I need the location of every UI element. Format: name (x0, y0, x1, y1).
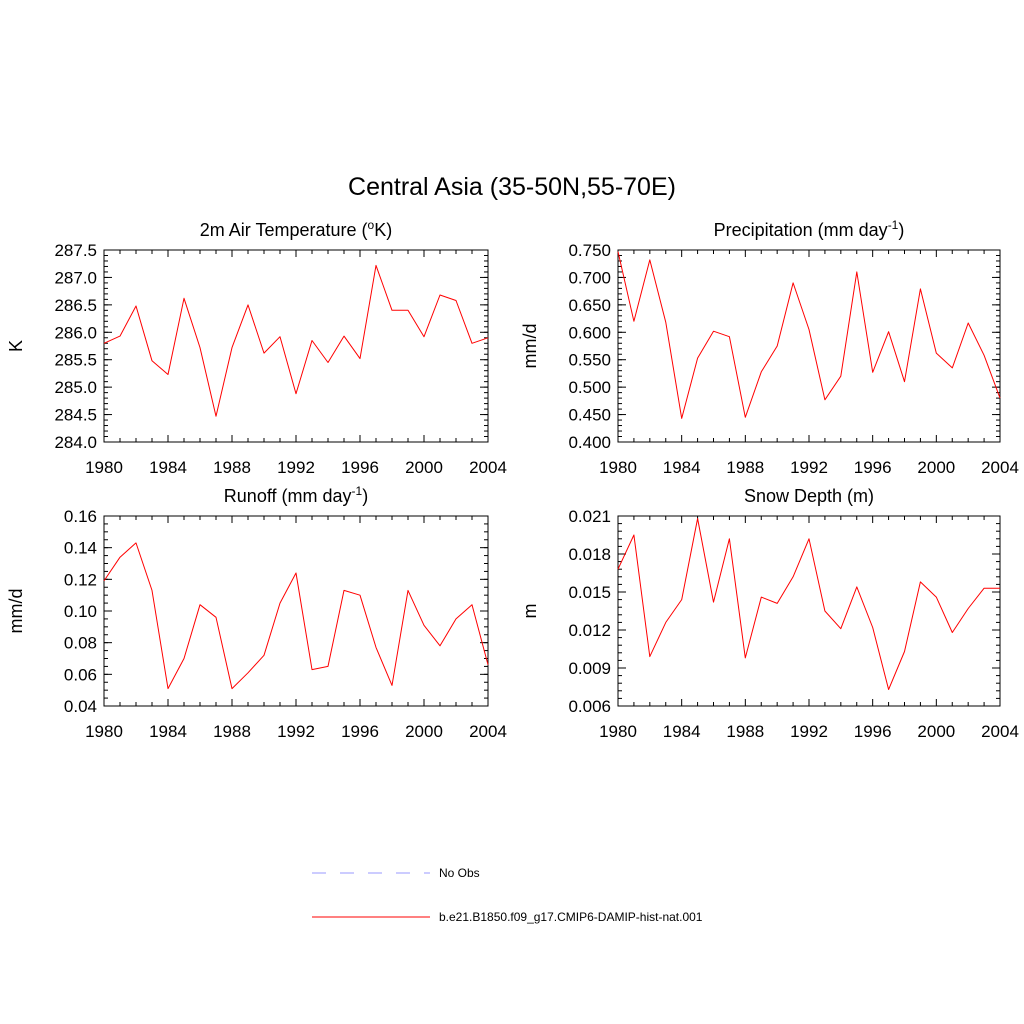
x-tick-label: 1980 (85, 458, 123, 477)
x-tick-label: 1988 (726, 458, 764, 477)
x-tick-label: 1996 (341, 458, 379, 477)
y-tick-label: 285.0 (54, 378, 97, 397)
y-tick-label: 0.400 (568, 433, 611, 452)
y-tick-label: 0.500 (568, 378, 611, 397)
plot-frame (103, 515, 489, 707)
y-tick-label: 0.550 (568, 351, 611, 370)
series-line-snow-depth (617, 518, 1000, 690)
y-tick-label: 284.0 (54, 433, 97, 452)
y-tick-label: 0.750 (568, 241, 611, 260)
x-tick-label: 1992 (790, 458, 828, 477)
y-tick-label: 0.06 (64, 665, 97, 684)
y-axis-label: mm/d (6, 589, 26, 634)
y-tick-label: 0.14 (64, 539, 97, 558)
panel-snow-depth: 1980 1984 1988 1992 1996 2000 2004 0.006 0.009 0.… (520, 486, 1019, 741)
legend: No Obs b.e21.B1850.f09_g17.CMIP6-DAMIP-h… (312, 866, 703, 924)
y-tick-label: 287.5 (54, 241, 97, 260)
y-tick-label: 0.600 (568, 323, 611, 342)
x-tick-label: 2004 (981, 722, 1019, 741)
y-tick-label: 0.650 (568, 296, 611, 315)
x-tick-label: 1988 (213, 722, 251, 741)
y-tick-label: 0.16 (64, 507, 97, 526)
x-tick-label: 2000 (405, 458, 443, 477)
x-tick-label: 2000 (405, 722, 443, 741)
x-tick-label: 2004 (469, 458, 507, 477)
y-tick-label: 286.5 (54, 296, 97, 315)
y-tick-label: 0.700 (568, 268, 611, 287)
x-tick-label: 1992 (277, 722, 315, 741)
plot-frame (617, 249, 1001, 443)
page-title: Central Asia (35-50N,55-70E) (348, 173, 676, 201)
x-tick-label: 1996 (854, 722, 892, 741)
y-tick-label: 0.006 (568, 697, 611, 716)
series-line-runoff (103, 542, 489, 690)
y-tick-label: 0.018 (568, 545, 611, 564)
panel-runoff: 1980 1984 1988 1992 1996 2000 2004 0.04 0.06 0.08… (6, 484, 507, 741)
legend-label-no-obs: No Obs (439, 866, 480, 880)
panel-temperature: 1980 1984 1988 1992 1996 2000 2004 284.0 284.5 28… (6, 218, 507, 477)
panel-title: 2m Air Temperature (oK) (200, 218, 392, 240)
panel-title: Runoff (mm day-1) (224, 484, 368, 506)
x-tick-label: 1980 (599, 458, 637, 477)
x-tick-label: 2004 (981, 458, 1019, 477)
y-axis-label: K (6, 340, 26, 352)
panel-title: Precipitation (mm day-1) (714, 218, 905, 240)
y-tick-label: 0.021 (568, 507, 611, 526)
y-tick-label: 0.015 (568, 583, 611, 602)
x-tick-label: 2000 (917, 458, 955, 477)
series-line-temperature (103, 264, 489, 417)
y-tick-label: 0.012 (568, 621, 611, 640)
y-tick-label: 0.009 (568, 659, 611, 678)
y-tick-label: 0.08 (64, 634, 97, 653)
y-tick-label: 285.5 (54, 351, 97, 370)
y-tick-label: 284.5 (54, 406, 97, 425)
x-tick-label: 1984 (663, 458, 701, 477)
x-tick-label: 2000 (917, 722, 955, 741)
x-tick-label: 1996 (854, 458, 892, 477)
panel-title: Snow Depth (m) (744, 486, 874, 506)
x-tick-label: 2004 (469, 722, 507, 741)
y-tick-label: 286.0 (54, 323, 97, 342)
series-line-precipitation (617, 251, 1001, 419)
x-tick-label: 1992 (790, 722, 828, 741)
x-tick-label: 1996 (341, 722, 379, 741)
plot-frame (103, 249, 489, 443)
x-tick-label: 1980 (599, 722, 637, 741)
y-tick-label: 287.0 (54, 268, 97, 287)
y-axis-label: mm/d (520, 324, 540, 369)
x-tick-label: 1984 (663, 722, 701, 741)
x-tick-label: 1980 (85, 722, 123, 741)
x-tick-label: 1988 (726, 722, 764, 741)
y-axis-label: m (520, 604, 540, 619)
panels: 1980 1984 1988 1992 1996 2000 2004 284.0 284.5 28… (6, 218, 1019, 741)
x-tick-label: 1984 (149, 722, 187, 741)
panel-precipitation: 1980 1984 1988 1992 1996 2000 2004 0.400 0.450 0.… (520, 218, 1019, 477)
y-tick-label: 0.04 (64, 697, 97, 716)
y-tick-label: 0.450 (568, 406, 611, 425)
x-tick-label: 1988 (213, 458, 251, 477)
x-tick-label: 1992 (277, 458, 315, 477)
y-tick-label: 0.10 (64, 602, 97, 621)
legend-label-model: b.e21.B1850.f09_g17.CMIP6-DAMIP-hist-nat… (439, 910, 703, 924)
x-tick-label: 1984 (149, 458, 187, 477)
y-tick-label: 0.12 (64, 570, 97, 589)
